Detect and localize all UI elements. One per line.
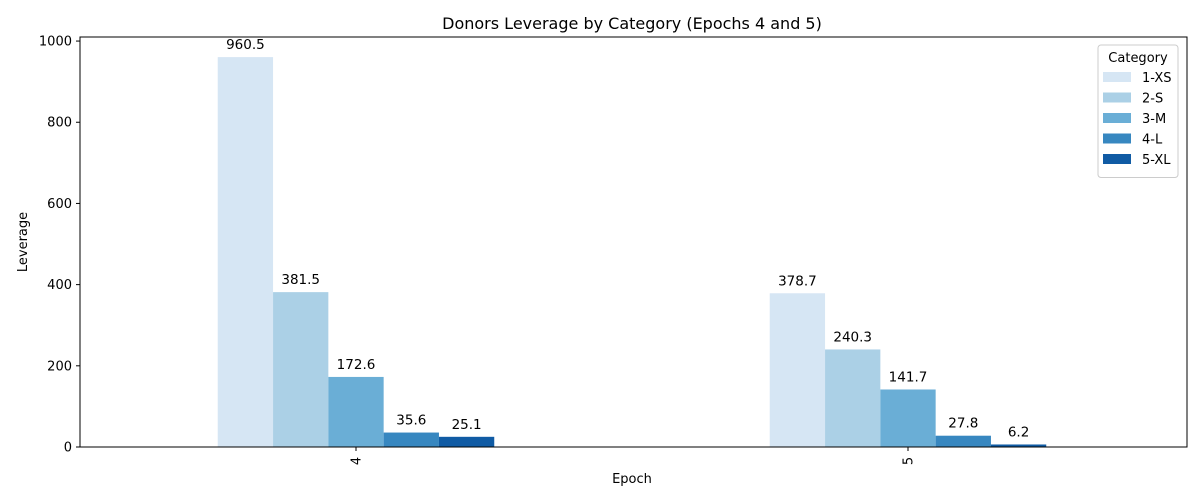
data-label-3-M-epoch-5: 141.7 (889, 369, 928, 385)
bar-3-M-epoch-4 (328, 376, 384, 447)
x-tick-label-5: 5 (902, 457, 917, 465)
y-tick-label-1000: 1000 (39, 35, 72, 50)
data-label-2-S-epoch-5: 240.3 (833, 329, 872, 345)
y-tick-label-0: 0 (64, 441, 72, 456)
bar-2-S-epoch-5 (825, 349, 881, 447)
data-label-1-XS-epoch-4: 960.5 (226, 37, 265, 53)
legend-swatch-2-S (1103, 92, 1131, 103)
legend-swatch-3-M (1103, 113, 1131, 123)
x-axis-label: Epoch (612, 472, 652, 487)
data-label-4-L-epoch-4: 35.6 (396, 413, 426, 429)
legend-label-4-L: 4-L (1142, 133, 1163, 148)
chart-title: Donors Leverage by Category (Epochs 4 an… (442, 14, 822, 33)
data-label-3-M-epoch-4: 172.6 (337, 357, 376, 373)
legend-title: Category (1108, 51, 1168, 66)
legend-label-5-XL: 5-XL (1142, 153, 1171, 168)
legend-label-2-S: 2-S (1142, 92, 1163, 107)
legend-swatch-4-L (1103, 133, 1131, 144)
y-tick-label-200: 200 (47, 359, 72, 374)
bar-5-XL-epoch-5 (990, 444, 1047, 447)
y-tick-label-800: 800 (47, 116, 72, 131)
y-axis-label: Leverage (16, 212, 31, 272)
legend-label-1-XS: 1-XS (1142, 71, 1171, 86)
y-tick-label-400: 400 (47, 278, 72, 293)
data-label-1-XS-epoch-5: 378.7 (778, 273, 817, 289)
bar-4-L-epoch-5 (935, 435, 991, 447)
bar-5-XL-epoch-4 (438, 436, 495, 447)
legend-swatch-1-XS (1103, 72, 1131, 82)
legend: Category 1-XS 2-S 3-M 4-L 5-XL (1097, 44, 1179, 178)
data-label-5-XL-epoch-5: 6.2 (1008, 424, 1029, 440)
bars-group (217, 57, 1047, 448)
data-label-2-S-epoch-4: 381.5 (281, 272, 320, 288)
bar-1-XS-epoch-4 (217, 57, 274, 448)
data-label-5-XL-epoch-4: 25.1 (452, 417, 482, 433)
legend-label-3-M: 3-M (1142, 112, 1166, 127)
y-tick-label-600: 600 (47, 197, 72, 212)
plot-frame (79, 36, 1188, 448)
data-label-4-L-epoch-5: 27.8 (948, 416, 978, 432)
bar-1-XS-epoch-5 (769, 293, 826, 447)
x-tick-label-4: 4 (350, 457, 365, 465)
bar-3-M-epoch-5 (880, 389, 936, 447)
axes-group: 0 200 400 600 800 1000 4 5 (39, 35, 1188, 465)
bar-4-L-epoch-4 (383, 432, 439, 447)
bar-2-S-epoch-4 (273, 292, 329, 447)
legend-swatch-5-XL (1103, 154, 1131, 164)
data-labels-group: 960.5 381.5 172.6 35.6 25.1 378.7 240.3 141.7 27… (226, 37, 1029, 440)
